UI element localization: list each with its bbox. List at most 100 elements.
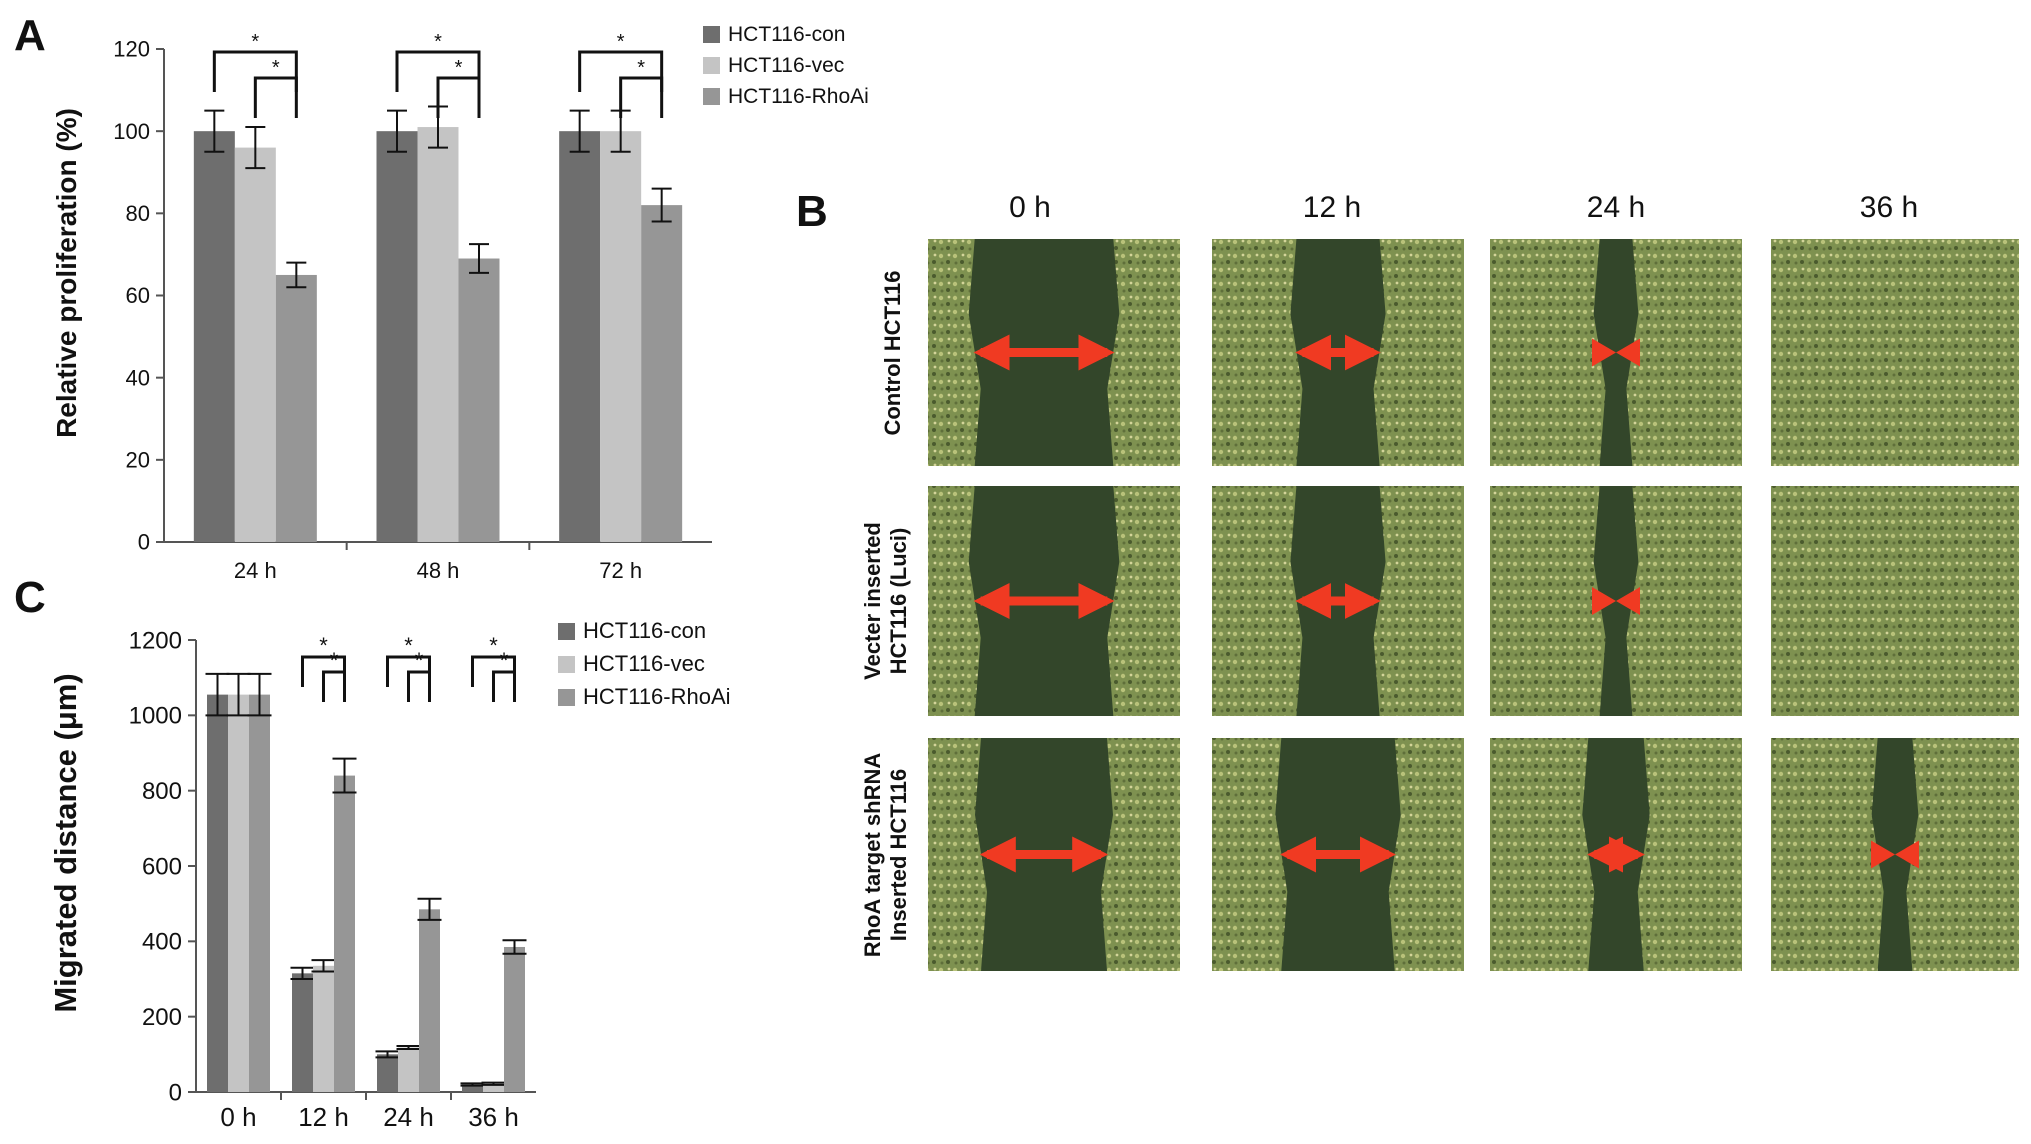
legend-label: HCT116-con [728,23,846,46]
significance-bracket [322,670,346,702]
bar [207,694,228,1092]
x-category-label: 24 h [234,558,277,583]
bar [377,1054,398,1092]
bar [462,1084,483,1092]
micrograph-tile [928,486,1180,716]
y-tick-label: 100 [113,119,150,144]
legend-swatch [558,689,575,706]
chart-a-y-axis-label: Relative proliferation (%) [51,108,82,438]
significance-star: * [455,57,463,79]
time-point-label: 12 h [1303,191,1361,224]
x-category-label: 36 h [468,1102,519,1132]
gap-width-arrow [1592,587,1640,615]
y-tick-label: 120 [113,37,150,62]
bar [249,694,270,1092]
y-tick-label: 40 [126,365,150,390]
gap-width-arrow [1871,840,1919,869]
micrograph-tile [1490,486,1742,716]
significance-bracket [619,76,664,118]
row-condition-label: Vecter inserted [860,522,885,680]
significance-star: * [617,31,625,53]
significance-bracket [395,50,481,92]
significance-star: * [489,633,498,658]
bar [334,775,355,1092]
significance-bracket [492,670,516,702]
y-tick-label: 60 [126,283,150,308]
legend-label: HCT116-vec [728,54,844,77]
bar [275,274,317,542]
micrograph-tile [928,239,1180,466]
x-category-label: 12 h [298,1102,349,1132]
significance-bracket [253,76,298,118]
significance-star: * [500,648,509,673]
x-category-label: 48 h [417,558,460,583]
legend-label: HCT116-RhoAi [728,85,869,108]
gap-width-arrow [1592,338,1640,367]
row-condition-label: Inserted HCT116 [886,769,911,941]
x-category-label: 0 h [220,1102,256,1132]
panel-a-letter: A [14,11,46,60]
significance-star: * [415,648,424,673]
chart-c-y-axis-label: Migrated distance (μm) [48,673,83,1012]
y-tick-label: 200 [142,1004,182,1031]
significance-star: * [434,31,442,53]
bar [234,147,276,542]
bar [504,946,525,1092]
legend-swatch [703,57,720,74]
x-category-label: 72 h [599,558,642,583]
chart-a: Relative proliferation (%) 0 20 40 60 80 100 1… [51,23,869,583]
significance-bracket [436,76,481,118]
micrograph-tile [1771,738,2019,971]
significance-star: * [330,648,339,673]
legend-swatch [558,656,575,673]
time-point-label: 36 h [1860,191,1918,224]
y-tick-label: 1000 [129,703,182,730]
legend-swatch [558,623,575,640]
row-condition-label: HCT116 (Luci) [886,528,911,675]
micrograph-tile [928,738,1180,971]
cell-layer [1771,239,2019,466]
y-tick-label: 400 [142,929,182,956]
legend-label: HCT116-vec [583,651,705,676]
chart-c: Migrated distance (μm) 0 200 400 600 800 1000… [48,618,731,1132]
micrograph-tile [1771,486,2019,716]
bar [228,694,249,1092]
y-tick-label: 1200 [129,627,182,654]
bar [483,1083,504,1092]
legend-label: HCT116-con [583,618,706,643]
bar [313,965,334,1092]
time-point-label: 24 h [1587,191,1645,224]
micrograph-tile [1212,486,1464,716]
panel-b-letter: B [796,187,828,236]
micrograph-tile [1212,239,1464,466]
significance-star: * [251,31,259,53]
legend-swatch [703,26,720,43]
y-tick-label: 20 [126,448,150,473]
micrograph-tile [1490,738,1742,971]
bar [600,131,642,542]
micrograph-tile [1212,738,1464,971]
panel-c-letter: C [14,573,46,622]
cell-layer [1771,486,2019,716]
time-point-label: 0 h [1009,191,1051,224]
bar [376,131,418,542]
bar [417,127,459,542]
y-tick-label: 0 [138,530,150,555]
significance-bracket [578,50,664,92]
legend-swatch [703,88,720,105]
bar [398,1047,419,1092]
bar [641,205,683,542]
bar [458,258,500,542]
bar [292,973,313,1092]
row-condition-label: RhoA target shRNA [860,753,885,958]
micrograph-tile [1490,239,1742,466]
row-condition-label: Control HCT116 [880,270,905,435]
bar [559,131,601,542]
significance-star: * [272,57,280,79]
significance-star: * [637,57,645,79]
y-tick-label: 0 [169,1079,182,1106]
significance-star: * [319,633,328,658]
significance-star: * [404,633,413,658]
wound-healing-image-grid: 0 h 12 h 24 h 36 h Control HCT116 Vecter inse… [860,191,2019,971]
